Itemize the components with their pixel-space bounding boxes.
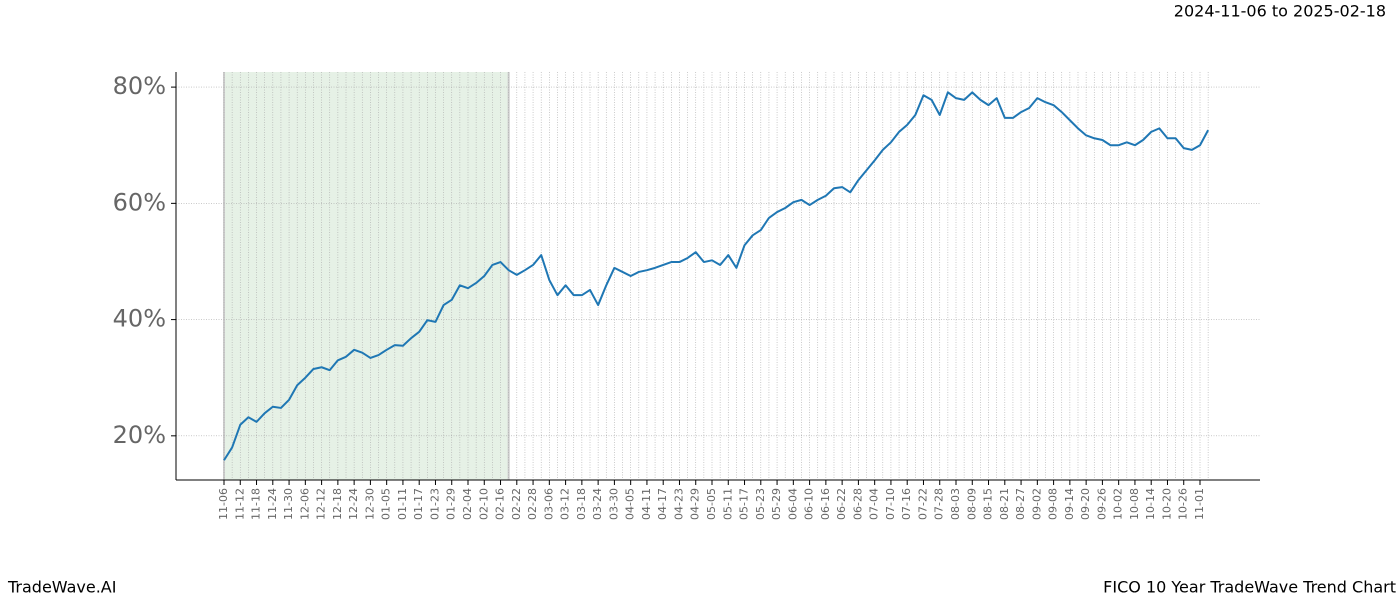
x-tick-label: 06-16 xyxy=(819,488,832,520)
x-tick-label: 10-02 xyxy=(1112,488,1125,520)
x-tick-label: 11-24 xyxy=(266,488,279,520)
x-tick-label: 12-12 xyxy=(315,488,328,520)
x-tick-label: 05-17 xyxy=(738,488,751,520)
x-tick-label: 01-11 xyxy=(396,488,409,520)
x-tick-label: 06-10 xyxy=(803,488,816,520)
x-tick-label: 02-10 xyxy=(477,488,490,520)
x-tick-label: 02-16 xyxy=(494,488,507,520)
x-tick-label: 02-04 xyxy=(461,488,474,520)
x-tick-label: 05-23 xyxy=(754,488,767,520)
chart-subtitle: 2024-11-06 to 2025-02-18 xyxy=(1174,2,1386,21)
x-tick-label: 03-18 xyxy=(575,488,588,520)
x-tick-label: 05-05 xyxy=(705,488,718,520)
x-tick-label: 07-22 xyxy=(916,488,929,520)
x-tick-label: 08-15 xyxy=(982,488,995,520)
x-tick-label: 07-16 xyxy=(900,488,913,520)
x-tick-label: 04-05 xyxy=(624,488,637,520)
x-tick-label: 12-24 xyxy=(347,488,360,520)
x-tick-label: 04-23 xyxy=(672,488,685,520)
x-tick-label: 08-09 xyxy=(965,488,978,520)
x-tick-label: 10-26 xyxy=(1177,488,1190,520)
x-tick-label: 06-28 xyxy=(851,488,864,520)
x-tick-label: 05-29 xyxy=(770,488,783,520)
y-tick-label: 20% xyxy=(113,421,166,449)
x-tick-label: 08-03 xyxy=(949,488,962,520)
y-tick-label: 60% xyxy=(113,188,166,216)
x-tick-label: 03-12 xyxy=(559,488,572,520)
highlight-span xyxy=(224,72,509,480)
x-tick-label: 08-27 xyxy=(1014,488,1027,520)
x-tick-label: 08-21 xyxy=(998,488,1011,520)
x-tick-label: 12-06 xyxy=(298,488,311,520)
x-tick-label: 02-28 xyxy=(526,488,539,520)
x-tick-label: 04-11 xyxy=(640,488,653,520)
x-tick-label: 07-10 xyxy=(884,488,897,520)
x-tick-label: 09-20 xyxy=(1079,488,1092,520)
x-tick-label: 07-04 xyxy=(868,488,881,520)
trend-line xyxy=(223,91,1210,461)
x-tick-label: 02-22 xyxy=(510,488,523,520)
x-tick-label: 09-02 xyxy=(1030,488,1043,520)
x-tick-label: 03-06 xyxy=(542,488,555,520)
x-tick-label: 11-30 xyxy=(282,488,295,520)
y-tick-label: 40% xyxy=(113,305,166,333)
x-tick-label: 11-06 xyxy=(217,488,230,520)
x-tick-label: 03-30 xyxy=(607,488,620,520)
x-tick-label: 09-26 xyxy=(1095,488,1108,520)
x-tick-label: 10-08 xyxy=(1128,488,1141,520)
x-tick-label: 01-23 xyxy=(428,488,441,520)
x-tick-label: 04-29 xyxy=(689,488,702,520)
x-tick-label: 01-29 xyxy=(445,488,458,520)
x-tick-label: 07-28 xyxy=(933,488,946,520)
x-tick-label: 10-20 xyxy=(1160,488,1173,520)
x-tick-label: 11-18 xyxy=(250,488,263,520)
x-tick-label: 09-08 xyxy=(1047,488,1060,520)
x-tick-label: 11-12 xyxy=(233,488,246,520)
x-tick-label: 12-30 xyxy=(363,488,376,520)
x-tick-label: 01-17 xyxy=(412,488,425,520)
x-tick-label: 12-18 xyxy=(331,488,344,520)
x-tick-label: 06-04 xyxy=(786,488,799,520)
x-tick-label: 05-11 xyxy=(721,488,734,520)
x-tick-label: 09-14 xyxy=(1063,488,1076,520)
x-tick-label: 11-01 xyxy=(1193,488,1206,520)
x-tick-label: 04-17 xyxy=(656,488,669,520)
chart-title: FICO 10 Year TradeWave Trend Chart xyxy=(1103,578,1396,597)
y-tick-label: 80% xyxy=(113,72,166,100)
x-tick-label: 06-22 xyxy=(835,488,848,520)
x-tick-label: 03-24 xyxy=(591,488,604,520)
x-tick-label: 01-05 xyxy=(380,488,393,520)
x-tick-label: 10-14 xyxy=(1144,488,1157,520)
brand: TradeWave.AI xyxy=(7,578,116,597)
